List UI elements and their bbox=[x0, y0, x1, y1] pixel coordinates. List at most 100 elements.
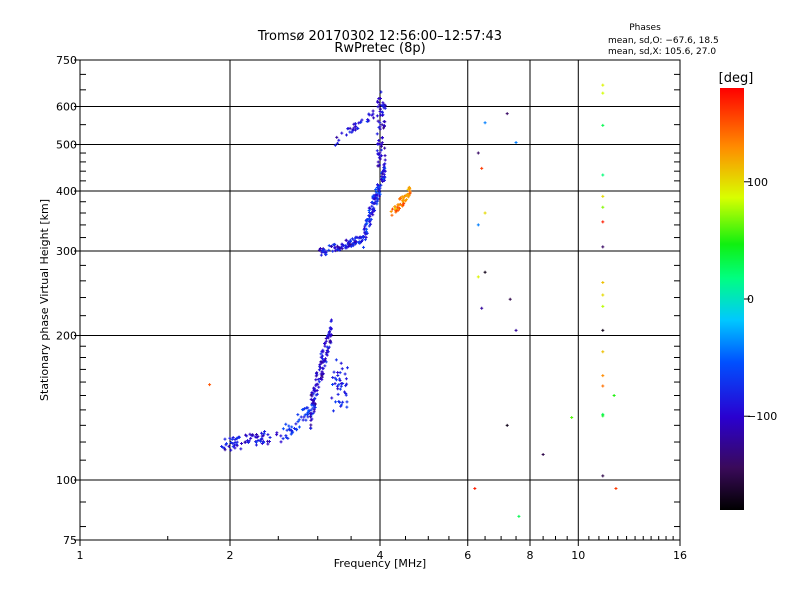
x-tick-label: 10 bbox=[571, 549, 585, 562]
data-point bbox=[337, 248, 341, 252]
data-point bbox=[376, 187, 380, 191]
data-point bbox=[311, 398, 315, 402]
data-point bbox=[378, 154, 382, 158]
data-point bbox=[601, 414, 605, 418]
data-point bbox=[296, 413, 300, 417]
data-point bbox=[321, 249, 325, 253]
data-point bbox=[381, 101, 385, 105]
data-point bbox=[260, 437, 264, 441]
data-point bbox=[351, 242, 355, 246]
data-point bbox=[351, 128, 355, 132]
data-point bbox=[371, 213, 375, 217]
data-point bbox=[367, 224, 371, 228]
data-point bbox=[612, 394, 616, 398]
data-point bbox=[333, 246, 337, 250]
data-point bbox=[338, 387, 342, 391]
data-point bbox=[344, 244, 348, 248]
data-point bbox=[334, 400, 338, 404]
data-point bbox=[378, 103, 382, 107]
data-point bbox=[321, 371, 325, 375]
data-point bbox=[279, 440, 283, 444]
data-point bbox=[601, 374, 605, 378]
data-point bbox=[356, 127, 360, 131]
data-point bbox=[541, 453, 545, 457]
data-point bbox=[374, 193, 378, 197]
data-point bbox=[398, 197, 402, 201]
data-point bbox=[344, 133, 348, 137]
phases-mean-o: mean, sd,O: −67.6, 18.5 bbox=[608, 36, 719, 46]
data-point bbox=[309, 397, 313, 401]
data-point bbox=[330, 396, 334, 400]
chart-subtitle: RwPretec (8p) bbox=[334, 41, 425, 56]
data-point bbox=[345, 366, 349, 370]
data-point bbox=[601, 194, 605, 198]
data-point bbox=[383, 154, 387, 158]
data-point bbox=[344, 392, 348, 396]
data-point bbox=[304, 418, 308, 422]
data-point bbox=[289, 432, 293, 436]
data-point bbox=[244, 433, 248, 437]
data-point bbox=[281, 427, 285, 431]
data-point bbox=[323, 357, 327, 361]
data-point bbox=[262, 440, 266, 444]
data-point bbox=[601, 293, 605, 297]
data-point bbox=[306, 415, 310, 419]
data-point bbox=[324, 339, 328, 343]
data-point bbox=[331, 409, 335, 413]
data-point bbox=[378, 190, 382, 194]
data-point bbox=[239, 447, 243, 451]
data-point bbox=[248, 432, 252, 436]
data-point bbox=[376, 119, 380, 123]
y-tick-label: 500 bbox=[56, 139, 77, 152]
data-point bbox=[480, 306, 484, 310]
data-point bbox=[402, 194, 406, 198]
data-point bbox=[320, 357, 324, 361]
data-point bbox=[342, 244, 346, 248]
data-point bbox=[246, 441, 250, 445]
data-point bbox=[318, 248, 322, 252]
data-point bbox=[310, 390, 314, 394]
data-point bbox=[309, 415, 313, 419]
data-point bbox=[369, 222, 373, 226]
data-point bbox=[346, 240, 350, 244]
grid-lines bbox=[80, 60, 680, 540]
data-point bbox=[374, 190, 378, 194]
data-point bbox=[376, 199, 380, 203]
data-point bbox=[357, 241, 361, 245]
data-point bbox=[256, 438, 260, 442]
data-point bbox=[254, 440, 258, 444]
data-point bbox=[320, 374, 324, 378]
colorbar-tick-label: 100 bbox=[747, 176, 768, 189]
data-point bbox=[223, 448, 227, 452]
data-point bbox=[315, 371, 319, 375]
data-point bbox=[254, 443, 258, 447]
data-point bbox=[328, 326, 332, 330]
data-point bbox=[376, 160, 380, 164]
data-point bbox=[343, 390, 347, 394]
data-point bbox=[249, 436, 253, 440]
data-point bbox=[222, 446, 226, 450]
data-point bbox=[323, 344, 327, 348]
data-point bbox=[284, 434, 288, 438]
data-point bbox=[383, 158, 387, 162]
data-point bbox=[266, 442, 270, 446]
data-point bbox=[302, 415, 306, 419]
data-point bbox=[287, 424, 291, 428]
data-point bbox=[483, 121, 487, 125]
data-point bbox=[483, 211, 487, 215]
data-point bbox=[334, 378, 338, 382]
data-point bbox=[296, 420, 300, 424]
data-point bbox=[300, 408, 304, 412]
data-point bbox=[380, 141, 384, 145]
data-point bbox=[476, 223, 480, 227]
data-point bbox=[390, 213, 394, 217]
data-point bbox=[366, 117, 370, 121]
data-point bbox=[396, 208, 400, 212]
data-point bbox=[326, 336, 330, 340]
data-point bbox=[405, 192, 409, 196]
data-point bbox=[378, 142, 382, 146]
data-point bbox=[380, 172, 384, 176]
data-point bbox=[294, 422, 298, 426]
data-point bbox=[320, 361, 324, 365]
data-point bbox=[312, 401, 316, 405]
